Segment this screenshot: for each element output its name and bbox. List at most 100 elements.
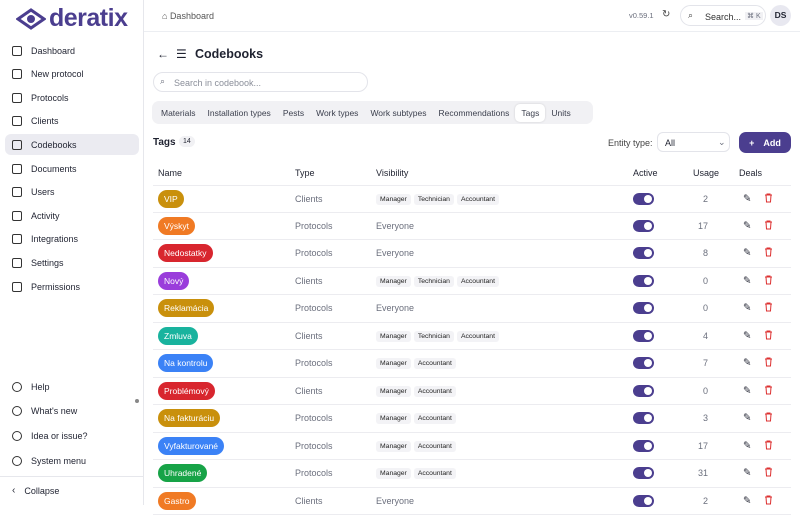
tab[interactable]: Recommendations xyxy=(433,104,516,122)
edit-button[interactable]: ✎ xyxy=(743,468,751,479)
active-toggle[interactable] xyxy=(633,193,654,205)
nav-icon xyxy=(12,406,22,416)
avatar[interactable]: DS xyxy=(770,5,791,26)
column-header: Type xyxy=(295,168,315,178)
edit-button[interactable]: ✎ xyxy=(743,193,751,204)
delete-button[interactable] xyxy=(764,412,773,424)
role-chip: Accountant xyxy=(414,358,456,369)
usage: 8 xyxy=(703,248,708,258)
active-toggle[interactable] xyxy=(633,302,654,314)
dot xyxy=(135,399,139,403)
nav-label: Documents xyxy=(31,164,77,174)
active-toggle[interactable] xyxy=(633,412,654,424)
delete-button[interactable] xyxy=(764,467,773,479)
role-chip: Accountant xyxy=(457,194,499,205)
delete-button[interactable] xyxy=(764,247,773,259)
tab[interactable]: Work subtypes xyxy=(364,104,432,122)
edit-button[interactable]: ✎ xyxy=(743,358,751,369)
nav-item[interactable]: Documents xyxy=(5,158,139,179)
edit-button[interactable]: ✎ xyxy=(743,275,751,286)
usage: 0 xyxy=(703,386,708,396)
add-button[interactable]: +Add xyxy=(739,132,791,153)
active-toggle[interactable] xyxy=(633,440,654,452)
edit-button[interactable]: ✎ xyxy=(743,440,751,451)
tab[interactable]: Tags xyxy=(515,104,545,122)
nav-icon xyxy=(12,46,22,56)
nav-item[interactable]: Settings xyxy=(5,252,139,273)
filter-label: Entity type: xyxy=(608,138,653,148)
nav-item[interactable]: Permissions xyxy=(5,276,139,297)
codebook-search[interactable]: ⌕ Search in codebook... xyxy=(153,72,368,92)
tab[interactable]: Materials xyxy=(155,104,201,122)
nav-icon xyxy=(12,140,22,150)
active-toggle[interactable] xyxy=(633,385,654,397)
edit-button[interactable]: ✎ xyxy=(743,385,751,396)
tab[interactable]: Pests xyxy=(277,104,310,122)
edit-button[interactable]: ✎ xyxy=(743,220,751,231)
edit-button[interactable]: ✎ xyxy=(743,303,751,314)
nav-item[interactable]: Idea or issue? xyxy=(5,426,139,447)
nav-item[interactable]: New protocol xyxy=(5,64,139,85)
nav-item[interactable]: System menu xyxy=(5,450,139,471)
nav-label: System menu xyxy=(31,456,86,466)
active-toggle[interactable] xyxy=(633,357,654,369)
delete-button[interactable] xyxy=(764,275,773,287)
usage: 3 xyxy=(703,413,708,423)
delete-button[interactable] xyxy=(764,440,773,452)
nav-item[interactable]: Clients xyxy=(5,111,139,132)
edit-button[interactable]: ✎ xyxy=(743,330,751,341)
delete-button[interactable] xyxy=(764,220,773,232)
visibility: Everyone xyxy=(376,496,414,506)
breadcrumb[interactable]: ⌂ Dashboard xyxy=(162,11,214,21)
active-toggle[interactable] xyxy=(633,467,654,479)
tab[interactable]: Work types xyxy=(310,104,364,122)
nav-icon xyxy=(12,116,22,126)
nav-item[interactable]: Activity xyxy=(5,205,139,226)
delete-button[interactable] xyxy=(764,385,773,397)
tab[interactable]: Units xyxy=(545,104,576,122)
nav-item[interactable]: Users xyxy=(5,182,139,203)
visibility: Everyone xyxy=(376,221,414,231)
filter-select[interactable]: All ⌄ xyxy=(657,132,730,152)
nav-label: What's new xyxy=(31,406,77,416)
active-toggle[interactable] xyxy=(633,247,654,259)
filter-value: All xyxy=(665,138,675,148)
logo xyxy=(16,7,46,31)
active-toggle[interactable] xyxy=(633,330,654,342)
delete-button[interactable] xyxy=(764,357,773,369)
role-chip: Manager xyxy=(376,276,411,287)
column-header: Deals xyxy=(739,168,762,178)
column-header: Name xyxy=(158,168,182,178)
active-toggle[interactable] xyxy=(633,220,654,232)
tag-badge: Zmluva xyxy=(158,327,198,345)
version: v0.59.1 xyxy=(629,11,654,20)
search-box[interactable]: ⌕ Search... ⌘ K xyxy=(680,5,766,26)
delete-button[interactable] xyxy=(764,193,773,205)
nav-item[interactable]: Codebooks xyxy=(5,134,139,155)
nav-item[interactable]: Integrations xyxy=(5,229,139,250)
nav-item[interactable]: Dashboard xyxy=(5,40,139,61)
delete-button[interactable] xyxy=(764,302,773,314)
nav-item[interactable]: Protocols xyxy=(5,87,139,108)
collapse[interactable]: ‹Collapse xyxy=(5,480,139,501)
role-chip: Manager xyxy=(376,468,411,479)
nav-item[interactable]: Help xyxy=(5,376,139,397)
edit-button[interactable]: ✎ xyxy=(743,248,751,259)
edit-button[interactable]: ✎ xyxy=(743,413,751,424)
tab[interactable]: Installation types xyxy=(201,104,276,122)
role-chip: Accountant xyxy=(414,468,456,479)
nav-label: Help xyxy=(31,382,50,392)
active-toggle[interactable] xyxy=(633,275,654,287)
delete-button[interactable] xyxy=(764,330,773,342)
nav-item[interactable]: What's new xyxy=(5,401,139,422)
back[interactable]: ← xyxy=(157,47,169,61)
count: 14 xyxy=(179,136,195,147)
refresh[interactable]: ↻ xyxy=(662,9,670,20)
nav-label: Clients xyxy=(31,116,59,126)
usage: 4 xyxy=(703,331,708,341)
